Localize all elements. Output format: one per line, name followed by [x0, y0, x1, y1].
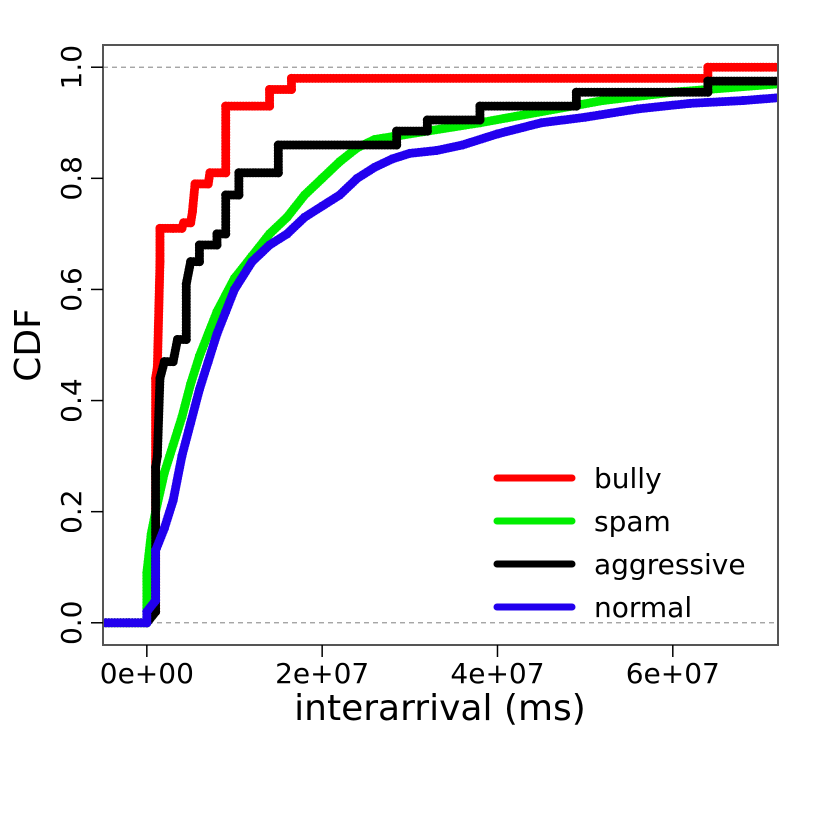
series-normal	[103, 93, 778, 628]
x-tick-label: 4e+07	[450, 657, 544, 690]
y-tick-label: 0.8	[55, 156, 88, 201]
series-spam	[103, 79, 778, 628]
x-tick-label: 2e+07	[275, 657, 369, 690]
data-point-bully	[773, 62, 778, 72]
legend-label-spam: spam	[594, 505, 671, 538]
legend: bully spam aggressive normal	[493, 462, 746, 624]
series-layer	[103, 62, 778, 628]
y-tick-label: 0.4	[55, 378, 88, 423]
y-tick-label: 0.0	[55, 601, 88, 646]
x-tick-label: 0e+00	[100, 657, 194, 690]
y-axis-label: CDF	[8, 308, 49, 382]
data-point-normal	[773, 93, 778, 103]
legend-label-aggressive: aggressive	[594, 548, 746, 581]
plot-frame	[102, 44, 779, 646]
y-tick-label: 0.2	[55, 489, 88, 534]
x-tick-label: 6e+07	[626, 657, 720, 690]
data-point-aggressive	[773, 76, 778, 86]
legend-label-normal: normal	[594, 591, 692, 624]
x-axis-label: interarrival (ms)	[294, 688, 586, 729]
y-tick-label: 0.6	[55, 267, 88, 312]
x-axis: 0e+00 2e+07 4e+07 6e+07	[100, 645, 720, 690]
y-axis: 0.0 0.2 0.4 0.6 0.8 1.0	[55, 45, 103, 645]
y-tick-label: 1.0	[55, 45, 88, 90]
legend-label-bully: bully	[594, 462, 662, 495]
